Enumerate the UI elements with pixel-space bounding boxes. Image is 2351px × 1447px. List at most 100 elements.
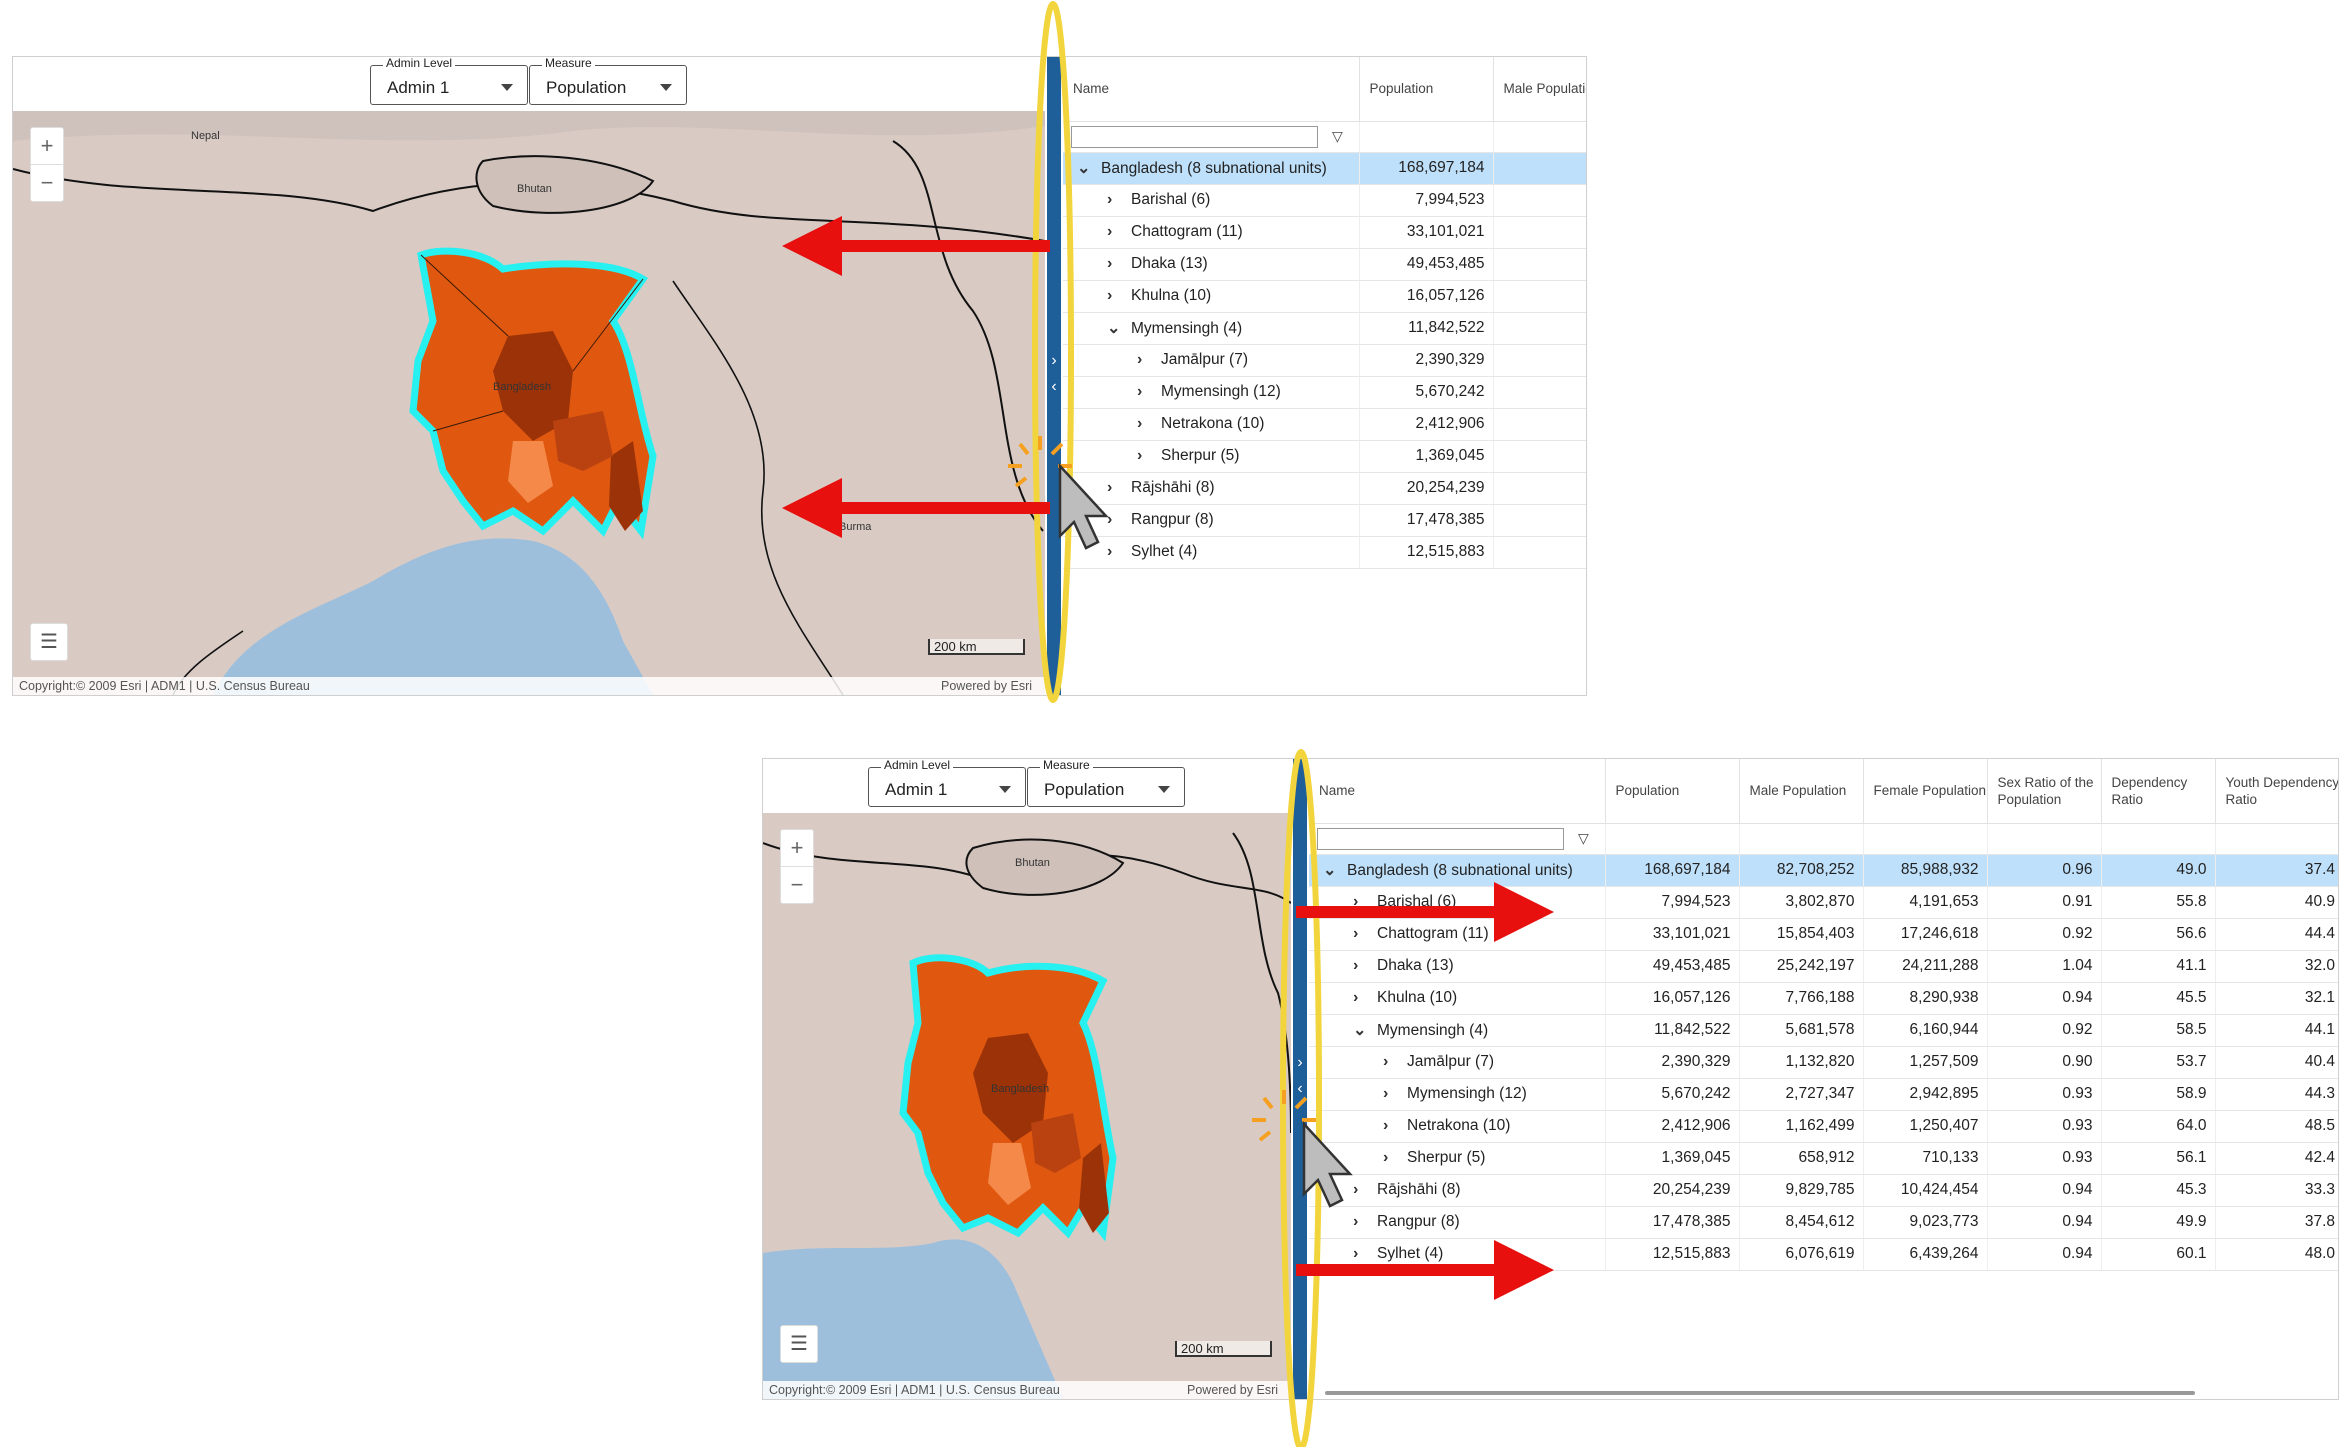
chevron-right-icon[interactable]: › <box>1137 415 1143 432</box>
row-name: Jamālpur (7) <box>1161 351 1248 368</box>
zoom-in-button[interactable]: + <box>790 835 804 860</box>
horizontal-scrollbar[interactable] <box>1325 1391 2195 1395</box>
chevron-right-icon[interactable]: › <box>1107 479 1113 496</box>
chevron-right-icon[interactable]: › <box>1353 1213 1359 1230</box>
cell-male: 2,727,347 <box>1738 1078 1863 1111</box>
column-header-youth-dependency-ratio[interactable]: Youth Dependency Ratio <box>2214 759 2338 824</box>
chevron-right-icon[interactable]: › <box>1353 1245 1359 1262</box>
table-row[interactable]: ⌄ Bangladesh (8 subnational units) 168,697… <box>1309 854 2338 887</box>
list-icon: ☰ <box>790 1333 808 1355</box>
column-header-name[interactable]: Name <box>1063 57 1359 122</box>
column-header-dependency-ratio[interactable]: Dependency Ratio <box>2100 759 2215 824</box>
cell-male: 25,242,197 <box>1492 248 1586 281</box>
table-row[interactable]: › Barishal (6) 7,994,523 3,802,870 4,191,653… <box>1309 886 2338 919</box>
table-row[interactable]: › Mymensingh (12) 5,670,242 2,727,347 2,942,… <box>1309 1078 2338 1111</box>
admin-level-select[interactable]: Admin Level Admin 1 <box>370 57 528 105</box>
chevron-right-icon[interactable]: › <box>1107 543 1113 560</box>
chevron-down-icon[interactable]: ⌄ <box>1353 1022 1367 1039</box>
cell-dep: 49.9 <box>2100 1206 2215 1239</box>
measure-select[interactable]: Measure Population <box>529 57 687 105</box>
zoom-out-button[interactable]: − <box>781 866 813 903</box>
chevron-right-icon[interactable]: › <box>1107 511 1113 528</box>
cell-male: 8,454,612 <box>1738 1206 1863 1239</box>
chevron-right-icon[interactable]: › <box>1353 989 1359 1006</box>
table-row[interactable]: › Netrakona (10) 2,412,906 1,162,499 1,250,4… <box>1309 1110 2338 1143</box>
table-row[interactable]: › Jamālpur (7) 2,390,329 1,132,820 1,257,509… <box>1309 1046 2338 1079</box>
chevron-right-icon[interactable]: › <box>1383 1085 1389 1102</box>
table-row[interactable]: ⌄ Mymensingh (4) 11,842,522 5,681,578 6,160,… <box>1309 1014 2338 1047</box>
column-header-male-population[interactable]: Male Population <box>1492 57 1586 122</box>
row-name: Rangpur (8) <box>1131 511 1214 528</box>
legend-toggle-button[interactable]: ☰ <box>30 623 68 661</box>
legend-toggle-button[interactable]: ☰ <box>780 1325 818 1363</box>
column-header-female-population[interactable]: Female Population <box>1862 759 1987 824</box>
column-header-population[interactable]: Population <box>1604 759 1739 824</box>
chevron-down-icon[interactable]: ⌄ <box>1323 862 1337 879</box>
table-row[interactable]: › Rājshāhi (8) 20,254,239 9,829,785 10,424,4… <box>1309 1174 2338 1207</box>
table-row[interactable]: › Sylhet (4) 12,515,883 6,076,619 6,439,264 0… <box>1309 1238 2338 1271</box>
admin-level-select[interactable]: Admin Level Admin 1 <box>868 759 1026 807</box>
zoom-in-button[interactable]: + <box>40 133 54 158</box>
cell-youth: 40.9 <box>2214 886 2338 919</box>
chevron-right-icon[interactable]: › <box>1107 191 1113 208</box>
chevron-down-icon[interactable]: ⌄ <box>1107 320 1121 337</box>
bottom-map[interactable]: Bhutan Bangladesh + − ☰ 200 km Copyright… <box>763 813 1291 1399</box>
chevron-right-icon[interactable]: › <box>1353 925 1359 942</box>
zoom-out-button[interactable]: − <box>31 164 63 201</box>
chevron-right-icon[interactable]: › <box>1353 893 1359 910</box>
expand-grid-icon[interactable]: ‹ <box>1051 378 1057 395</box>
table-row[interactable]: › Dhaka (13) 49,453,485 25,242,197 24,211,28… <box>1309 950 2338 983</box>
cell-pop: 5,670,242 <box>1358 376 1493 409</box>
expand-map-icon[interactable]: › <box>1297 1054 1303 1071</box>
expand-grid-icon[interactable]: ‹ <box>1297 1080 1303 1097</box>
powered-by-esri: Powered by Esri <box>941 679 1033 693</box>
name-filter-input[interactable] <box>1071 125 1318 148</box>
column-header-population[interactable]: Population <box>1358 57 1493 122</box>
chevron-right-icon[interactable]: › <box>1383 1149 1389 1166</box>
table-row[interactable]: › Sherpur (5) 1,369,045 658,912 710,133 0.93 5… <box>1309 1142 2338 1175</box>
chevron-right-icon[interactable]: › <box>1353 1181 1359 1198</box>
chevron-down-icon[interactable]: ⌄ <box>1077 160 1091 177</box>
chevron-right-icon[interactable]: › <box>1353 957 1359 974</box>
chevron-right-icon[interactable]: › <box>1383 1117 1389 1134</box>
chevron-right-icon[interactable]: › <box>1137 383 1143 400</box>
chevron-right-icon[interactable]: › <box>1107 223 1113 240</box>
table-row[interactable]: › Khulna (10) 16,057,126 7,766,188 8,290,938… <box>1309 982 2338 1015</box>
cell-pop: 7,994,523 <box>1358 184 1493 217</box>
cell-male: 82,708,252 <box>1738 854 1863 887</box>
chevron-down-icon <box>660 84 672 91</box>
splitter-handle[interactable]: › ‹ <box>1047 57 1061 695</box>
splitter-handle[interactable]: › ‹ <box>1293 759 1307 1399</box>
column-header-male-population[interactable]: Male Population <box>1738 759 1863 824</box>
chevron-right-icon[interactable]: › <box>1383 1053 1389 1070</box>
column-header-sex-ratio[interactable]: Sex Ratio of the Population <box>1986 759 2101 824</box>
column-header-name[interactable]: Name <box>1309 759 1605 824</box>
measure-select[interactable]: Measure Population <box>1027 759 1185 807</box>
chevron-right-icon[interactable]: › <box>1137 447 1143 464</box>
chevron-right-icon[interactable]: › <box>1107 255 1113 272</box>
name-filter-input[interactable] <box>1317 827 1564 850</box>
table-row[interactable]: › Rangpur (8) 17,478,385 8,454,612 9,023,773… <box>1309 1206 2338 1239</box>
filter-icon[interactable]: ▽ <box>1578 830 1589 846</box>
chevron-right-icon[interactable]: › <box>1107 287 1113 304</box>
expand-map-icon[interactable]: › <box>1051 352 1057 369</box>
top-map[interactable]: Nepal Bhutan Bangladesh Burma + − ☰ 200 … <box>13 111 1045 695</box>
table-row[interactable]: › Chattogram (11) 33,101,021 15,854,403 17,2… <box>1309 918 2338 951</box>
chevron-right-icon[interactable]: › <box>1137 351 1143 368</box>
table-row[interactable]: ⌄ Bangladesh (8 subnational units) 168,697… <box>1063 152 1586 185</box>
chevron-down-icon <box>1158 786 1170 793</box>
map-label-bhutan: Bhutan <box>1015 857 1050 869</box>
filter-icon[interactable]: ▽ <box>1332 128 1343 144</box>
